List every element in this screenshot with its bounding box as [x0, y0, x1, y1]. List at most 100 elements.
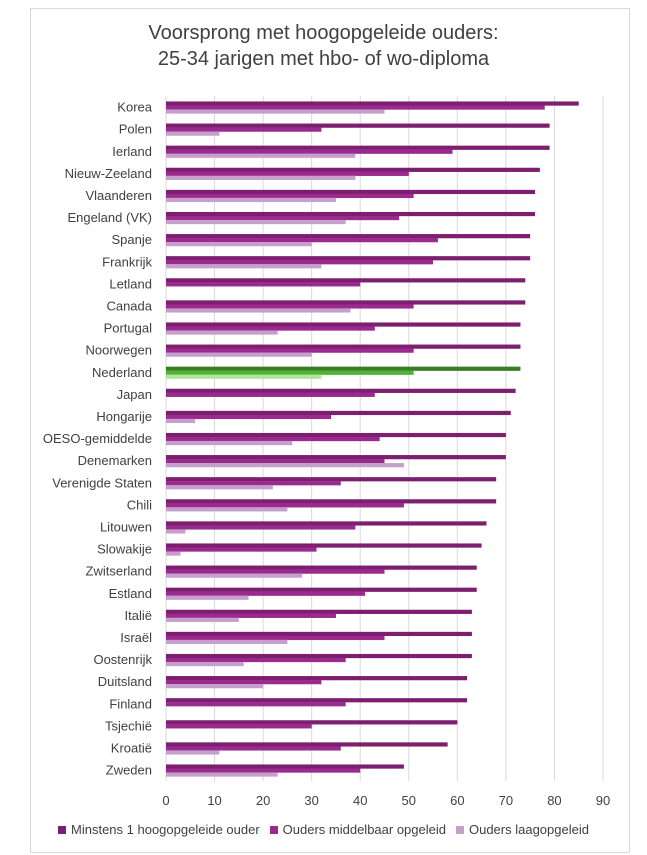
bar	[166, 768, 361, 773]
bar	[166, 282, 361, 287]
legend-label-series-2: Ouders middelbaar opgeleid	[282, 822, 446, 837]
category-label: Verenigde Staten	[52, 475, 152, 490]
bar	[166, 631, 472, 637]
bar	[166, 525, 356, 530]
category-label: Tsjechië	[105, 718, 152, 733]
bar	[166, 167, 540, 172]
bar	[166, 304, 414, 309]
category-label: Hongarije	[96, 409, 152, 424]
bar	[166, 197, 336, 203]
bar	[166, 617, 239, 622]
bar	[166, 348, 414, 353]
bar	[166, 724, 312, 729]
category-label: OESO-gemiddelde	[43, 431, 152, 446]
bar	[166, 215, 400, 221]
bar	[166, 127, 322, 132]
bar	[166, 211, 536, 217]
bar	[166, 153, 356, 158]
legend-swatch-series-1	[58, 825, 67, 834]
category-label: Finland	[109, 696, 152, 711]
bar	[166, 609, 472, 614]
bar	[166, 565, 477, 570]
bar-chart: 0 10 20 30 40 50 60 70 80 90 Korea Polen Ierland Nieu…	[43, 96, 610, 808]
legend-label-series-1: Minstens 1 hoogopgeleide ouder	[71, 822, 260, 837]
bar	[166, 635, 385, 641]
category-label: Denemarken	[78, 453, 152, 468]
bar	[166, 676, 468, 681]
bar	[166, 171, 409, 176]
bar	[166, 410, 511, 416]
bar	[166, 657, 346, 663]
bar	[166, 436, 380, 442]
bar	[166, 440, 293, 446]
legend-item-series-3: Ouders laagopgeleid	[455, 822, 589, 837]
x-tick-label: 70	[499, 793, 513, 808]
bar	[166, 242, 312, 247]
bar	[166, 414, 332, 420]
bar	[166, 507, 288, 512]
bar	[166, 326, 375, 331]
bar	[166, 352, 312, 357]
bar	[166, 543, 482, 548]
chart-title-line-2: 25-34 jarigen met hbo- of wo-diploma	[157, 48, 490, 70]
bar	[166, 547, 317, 552]
bar	[166, 653, 472, 659]
bar	[166, 503, 404, 508]
category-label: Slowakije	[97, 542, 152, 557]
bar	[166, 591, 366, 596]
bar	[166, 344, 521, 349]
bar	[166, 481, 341, 486]
legend-item-series-1: Minstens 1 hoogopgeleide ouder	[58, 822, 260, 837]
bar	[166, 587, 477, 592]
bar	[166, 256, 531, 261]
bar	[166, 746, 341, 751]
bar	[166, 308, 351, 313]
x-tick-label: 40	[353, 793, 367, 808]
bar	[166, 702, 346, 707]
bar	[166, 238, 438, 243]
bar	[166, 109, 385, 114]
bar	[166, 193, 414, 199]
x-tick-label: 80	[547, 793, 561, 808]
bar	[166, 485, 273, 490]
category-label: Noorwegen	[86, 343, 153, 358]
category-label: Nieuw-Zeeland	[65, 166, 152, 181]
bar	[166, 639, 288, 645]
category-label: Litouwen	[100, 519, 152, 534]
category-label: Oostenrijk	[93, 652, 152, 667]
x-tick-label: 90	[596, 793, 610, 808]
bar	[166, 499, 497, 504]
bar	[166, 764, 404, 769]
x-tick-label: 50	[402, 793, 416, 808]
legend-swatch-series-2	[269, 825, 278, 834]
legend-swatch-series-3	[455, 825, 464, 834]
bar	[166, 175, 356, 180]
bar	[166, 772, 278, 777]
bar	[166, 278, 526, 283]
bar	[166, 149, 453, 154]
category-label: Nederland	[92, 365, 152, 380]
bar	[166, 720, 458, 725]
bar	[166, 219, 346, 225]
category-label: Estland	[109, 586, 152, 601]
bar	[166, 551, 181, 556]
category-label: Engeland (VK)	[67, 210, 152, 225]
bar	[166, 330, 278, 335]
bar	[166, 366, 521, 371]
x-tick-label: 0	[162, 793, 169, 808]
bar	[166, 684, 264, 689]
category-label: Ierland	[112, 144, 152, 159]
bar	[166, 750, 220, 755]
chart-title: Voorsprong met hoogopgeleide ouders: 25-…	[0, 20, 647, 72]
bar	[166, 264, 322, 269]
bar	[166, 370, 414, 375]
category-label: Frankrijk	[102, 254, 152, 269]
category-label: Zweden	[106, 763, 152, 778]
category-label: Israël	[120, 630, 152, 645]
bar	[166, 418, 196, 424]
category-label: Duitsland	[98, 674, 152, 689]
x-tick-label: 10	[207, 793, 221, 808]
bar	[166, 189, 536, 195]
bar	[166, 463, 404, 468]
bar	[166, 459, 385, 464]
